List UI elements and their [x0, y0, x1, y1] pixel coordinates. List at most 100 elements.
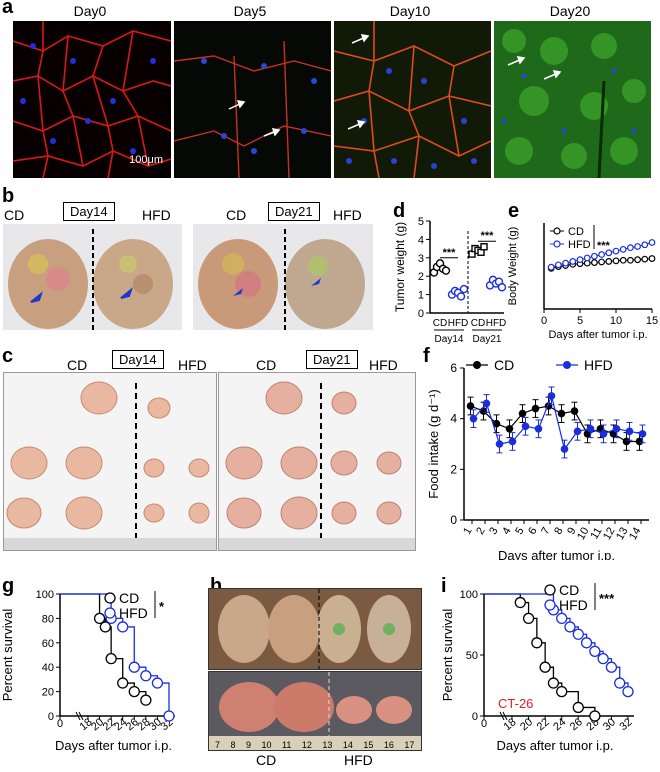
i-point-hfd [564, 621, 576, 633]
d-y-tick-label: 3 [418, 253, 424, 265]
f-x-tick-label: 6 [526, 526, 539, 537]
d-point-cd [441, 266, 451, 275]
f-point-hfd [560, 445, 569, 453]
tumor-photo-day14 [3, 372, 217, 551]
i-point-cd [589, 710, 601, 722]
e-x-tick-label: 5 [577, 315, 583, 327]
g-point-cd [128, 685, 140, 698]
g-legend-label: HFD [119, 605, 148, 621]
d-y-tick-label: 1 [418, 290, 424, 302]
e-x-tick-label: 0 [541, 315, 547, 327]
e-point-cd [605, 258, 613, 265]
panel-letter-d: d [393, 200, 406, 222]
d-significance: *** [481, 230, 495, 242]
i-point-cd [547, 677, 560, 689]
e-significance: *** [597, 240, 611, 252]
i-point-hfd [614, 677, 626, 689]
f-point-cd [570, 407, 579, 415]
d-y-tick-label: 0 [418, 308, 424, 320]
f-point-hfd [495, 440, 504, 448]
i-x-tick-label: 20 [518, 716, 535, 733]
i-point-cd [522, 612, 535, 625]
i-legend-marker [544, 584, 556, 596]
i-x-label: Days after tumor i.p. [496, 738, 613, 753]
f-x-tick-label: 7 [539, 526, 552, 537]
f-point-cd [622, 437, 631, 446]
i-axis-break [499, 711, 505, 721]
f-point-cd [492, 419, 501, 428]
f-point-hfd [521, 422, 530, 431]
i-axis-break [502, 711, 508, 721]
c-left-cd-label: CD [67, 357, 88, 373]
e-point-cd [612, 257, 620, 265]
i-x-tick-label: 32 [618, 716, 635, 733]
ruler-labels: 7 8 9 10 11 12 13 14 15 16 17 [215, 740, 415, 750]
i-point-hfd [572, 628, 584, 640]
f-y-tick-label: 0 [450, 513, 457, 527]
i-point-hfd [556, 612, 568, 625]
f-y-tick-label: 2 [450, 462, 457, 476]
f-y-tick-label: 6 [450, 361, 457, 375]
micrograph-day20 [494, 21, 651, 178]
f-x-tick-label: 4 [500, 526, 513, 537]
d-group-label: HFD [448, 318, 469, 329]
e-legend-label: CD [568, 226, 584, 238]
f-x-tick-label: 11 [588, 526, 604, 542]
f-point-cd [557, 409, 566, 418]
e-x-tick-label: 10 [610, 315, 622, 327]
b-right-cd-label: CD [226, 207, 247, 223]
e-point-hfd [641, 241, 649, 249]
i-point-hfd [597, 653, 609, 665]
f-point-hfd [547, 392, 556, 400]
d-point-hfd [497, 283, 507, 292]
e-point-cd [648, 255, 656, 262]
f-point-hfd [586, 425, 595, 433]
b-left-day-label: Day14 [63, 202, 115, 221]
f-point-hfd [482, 399, 491, 408]
d-point-hfd [459, 284, 469, 294]
i-point-hfd [622, 685, 634, 698]
g-y-tick-label: 40 [42, 662, 54, 674]
scale-bar-label: 100μm [129, 154, 163, 166]
mouse-photo-h [208, 588, 422, 670]
f-point-cd [466, 402, 475, 410]
f-x-tick-label: 10 [575, 526, 592, 543]
g-x-label: Days after tumor i.p. [55, 738, 172, 753]
f-x-label: Days after tumor i.p. [498, 548, 615, 560]
d-group-label: CD [433, 318, 447, 329]
c-left-day-label: Day14 [112, 350, 164, 369]
g-y-tick-label: 20 [42, 687, 54, 699]
i-significance: *** [599, 591, 615, 606]
f-y-label: Food intake (g d⁻¹) [426, 389, 441, 498]
e-point-hfd [590, 252, 598, 260]
panel-letter-g: g [2, 575, 15, 597]
d-y-tick-label: 4 [418, 234, 424, 246]
panel-letter-e: e [508, 200, 520, 222]
f-x-tick-label: 12 [601, 526, 618, 543]
e-point-hfd [626, 244, 634, 252]
i-x-tick-label: 0 [481, 718, 487, 730]
d-group-label: CD [471, 318, 485, 329]
e-x-tick-label: 15 [646, 315, 658, 327]
e-legend-marker [553, 227, 561, 235]
f-y-tick-label: 4 [450, 412, 457, 426]
panel-letter-i: i [441, 575, 447, 597]
b-right-day-label: Day21 [268, 202, 320, 221]
tumor-photo-h: 7 8 9 10 11 12 13 14 15 16 17 [208, 671, 422, 751]
i-y-tick-label: 100 [460, 589, 478, 601]
g-point-cd [117, 677, 129, 689]
i-y-tick-label: 0 [472, 711, 478, 723]
chart-body-weight: 0 5 10 15 Days after tumor i.p. Body Weight (… [507, 223, 658, 340]
c-right-hfd-label: HFD [369, 357, 398, 373]
f-x-tick-label: 14 [627, 526, 644, 543]
b-right-hfd-label: HFD [333, 207, 362, 223]
f-x-tick-label: 1 [461, 526, 474, 537]
g-y-tick-label: 60 [42, 638, 54, 650]
micrograph-day5 [174, 21, 331, 178]
i-x-tick-label: 26 [568, 716, 585, 733]
mouse-photo-day14 [3, 224, 182, 330]
micro-title-day5: Day5 [233, 3, 267, 19]
